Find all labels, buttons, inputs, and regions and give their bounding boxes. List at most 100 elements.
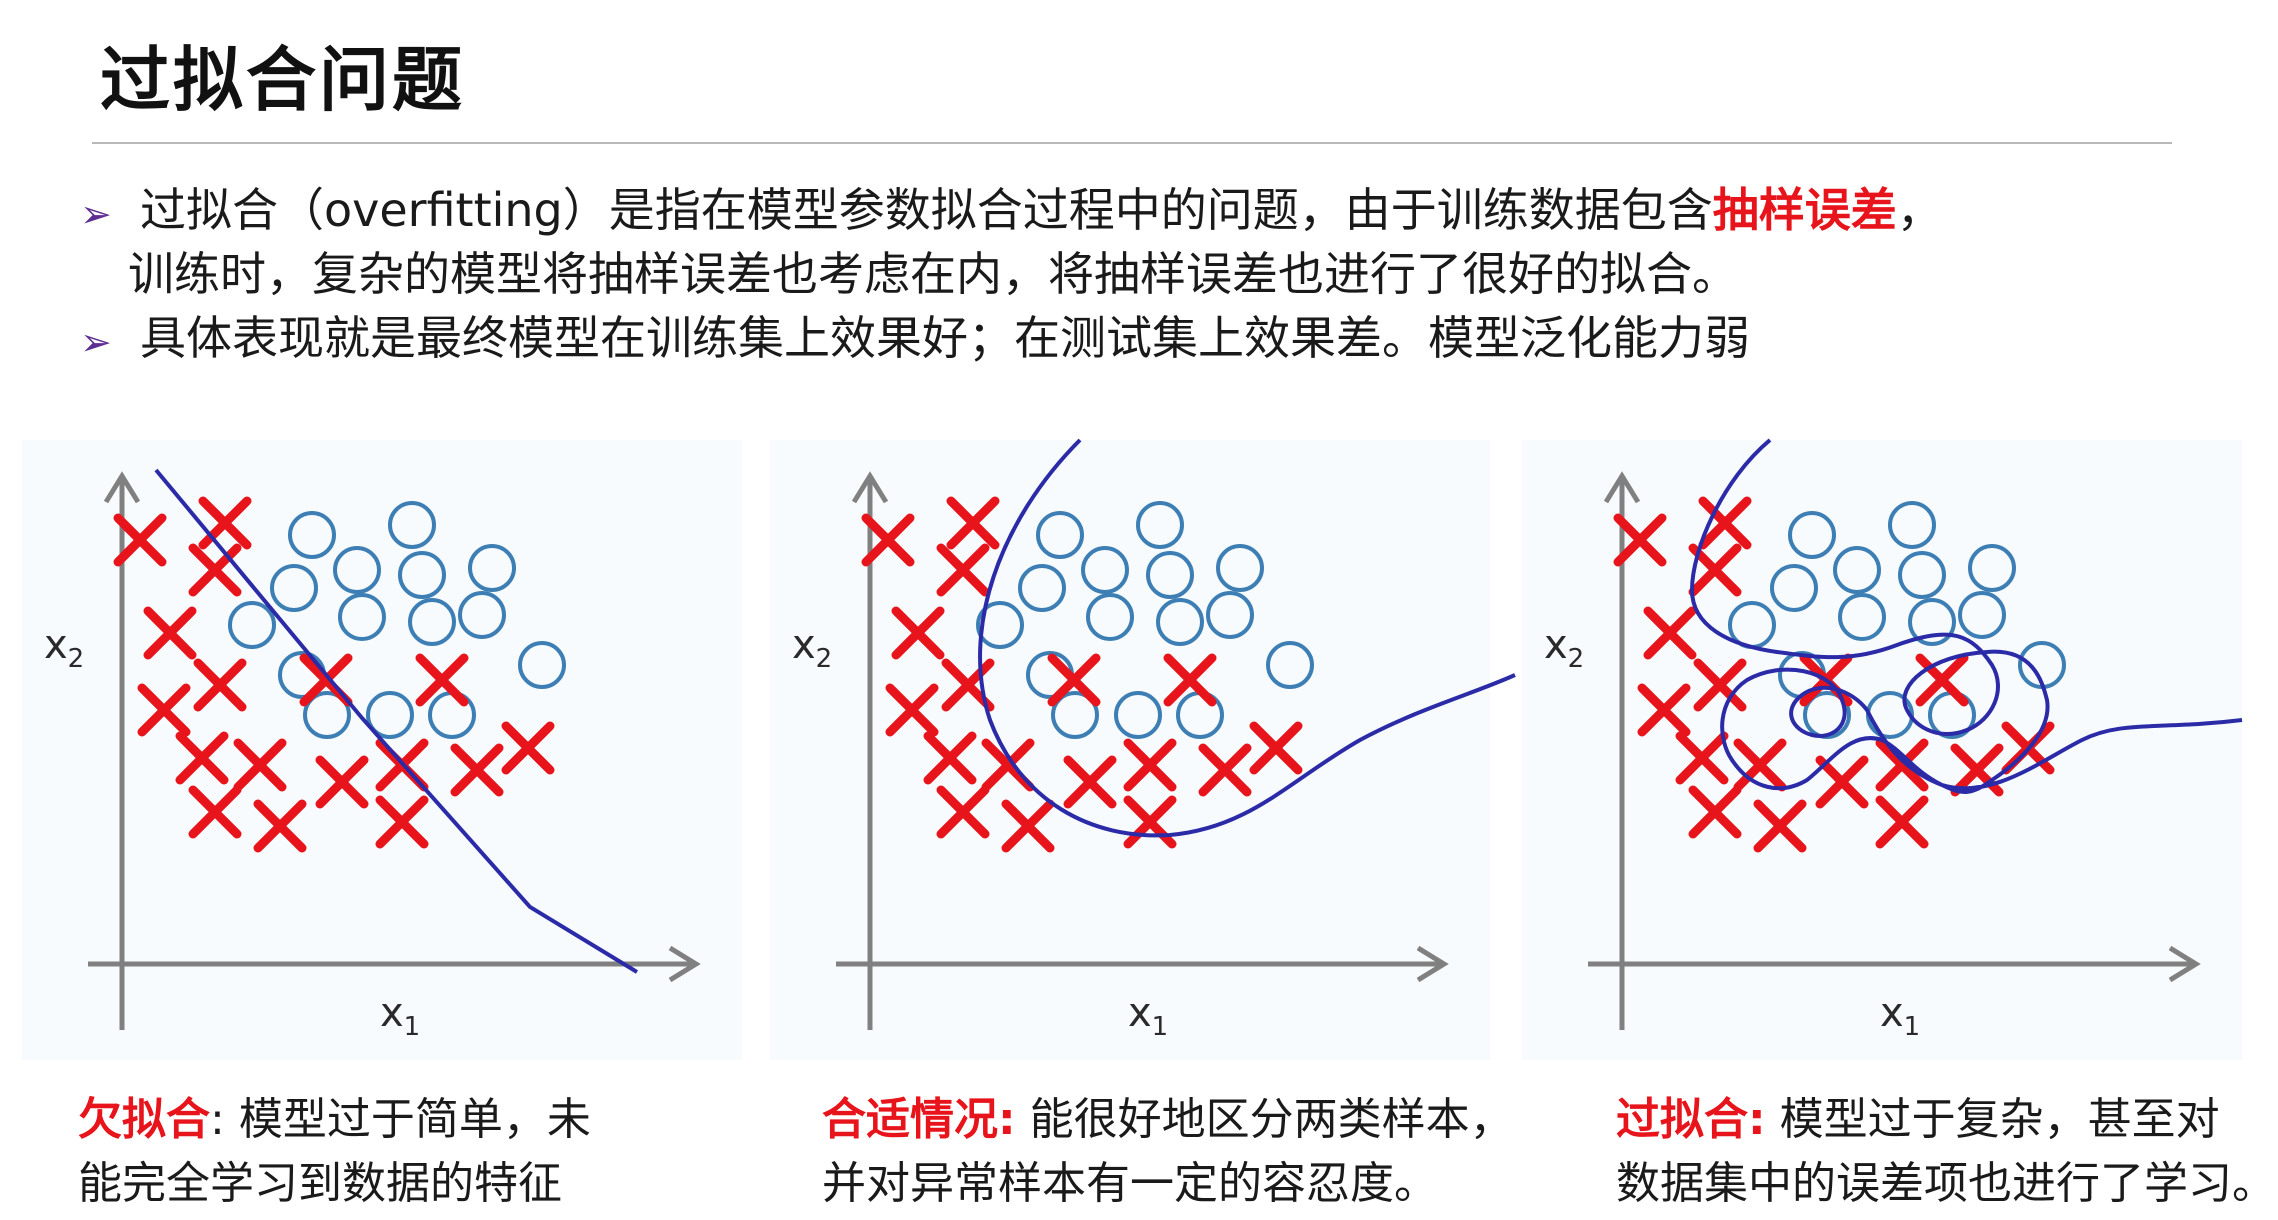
cross-point	[861, 513, 915, 567]
bullet-line-2: 训练时，复杂的模型将抽样误差也考虑在内，将抽样误差也进行了很好的拟合。	[128, 247, 1738, 301]
title-divider	[92, 142, 2172, 144]
cross-point	[885, 683, 939, 737]
caption-line-2: 数据集中的误差项也进行了学习。	[1616, 1158, 2276, 1209]
circle-point	[303, 691, 351, 739]
caption-line: 欠拟合: 模型过于简单，未	[78, 1088, 778, 1152]
page-title: 过拟合问题	[100, 39, 465, 121]
caption-sep: :	[210, 1094, 225, 1145]
circle-point	[1266, 641, 1314, 689]
cross-point	[193, 658, 247, 712]
caption-line-2: 能完全学习到数据的特征	[78, 1158, 562, 1209]
axes	[88, 471, 701, 1030]
bullet-arrow-icon: ➢	[80, 192, 112, 236]
circle-point	[1206, 591, 1254, 639]
circle-points	[228, 501, 566, 739]
cross-point	[1063, 755, 1117, 809]
overfit-diagram: x2 x1	[1522, 438, 2243, 1060]
cross-point	[1123, 795, 1177, 849]
circle-point	[1136, 501, 1184, 549]
y-axis-label: x2	[792, 622, 833, 674]
underfit-caption: 欠拟合: 模型过于简单，未 能完全学习到数据的特征	[78, 1088, 778, 1216]
caption-text: 模型过于复杂，甚至对	[1765, 1094, 2220, 1145]
cross-point	[198, 496, 252, 550]
circle-point	[1018, 564, 1066, 612]
circle-point	[1838, 593, 1886, 641]
cross-point	[1693, 658, 1747, 712]
x-axis-label: x1	[1128, 990, 1169, 1042]
x-axis-label: x1	[380, 990, 421, 1042]
circle-point	[1908, 598, 1956, 646]
cross-points	[1613, 496, 2055, 853]
bullet-item: ➢ 过拟合（overfitting）是指在模型参数拟合过程中的问题，由于训练数据…	[70, 178, 2220, 306]
cross-points	[861, 496, 1303, 853]
bullet-item: ➢ 具体表现就是最终模型在训练集上效果好；在测试集上效果差。模型泛化能力弱	[70, 306, 2220, 370]
caption-line: 合适情况: 能很好地区分两类样本，	[822, 1088, 1522, 1152]
cross-point	[1753, 799, 1807, 853]
cross-point	[1733, 738, 1787, 792]
cross-point	[1613, 513, 1667, 567]
circle-point	[288, 511, 336, 559]
cross-point	[137, 683, 191, 737]
bullet-emphasis: 抽样误差	[1712, 183, 1897, 237]
bullet-text: 具体表现就是最终模型在训练集上效果好；在测试集上效果差。模型泛化能力弱	[140, 311, 1750, 365]
decision-boundary	[978, 438, 1516, 838]
circle-point	[228, 601, 276, 649]
goodfit-plot	[836, 438, 1516, 1030]
circle-point	[1788, 511, 1836, 559]
goodfit-diagram: x2 x1	[770, 438, 1516, 1060]
cross-point	[936, 543, 990, 597]
cross-points	[113, 496, 555, 853]
overfit-caption: 过拟合: 模型过于复杂，甚至对 数据集中的误差项也进行了学习。	[1616, 1088, 2276, 1216]
cross-point	[450, 743, 504, 797]
circle-point	[388, 501, 436, 549]
cross-point	[1698, 496, 1752, 550]
decision-boundary	[154, 468, 639, 974]
caption-text: 能很好地区分两类样本，	[1015, 1094, 1514, 1145]
cross-point	[175, 731, 229, 785]
circle-point	[1958, 591, 2006, 639]
circle-point	[1888, 501, 1936, 549]
overfit-plot	[1588, 438, 2243, 1030]
bullet-text-suffix: ，	[1896, 183, 1943, 237]
cross-point	[1688, 785, 1742, 839]
caption-label: 欠拟合	[78, 1094, 210, 1145]
x-axis-label: x1	[1880, 990, 1921, 1042]
caption-text: 模型过于简单，未	[224, 1094, 591, 1145]
cross-point	[1875, 795, 1929, 849]
cross-point	[143, 606, 197, 660]
axes	[1588, 471, 2201, 1030]
cross-point	[1915, 653, 1969, 707]
cross-point	[1875, 738, 1929, 792]
circle-point	[1114, 691, 1162, 739]
cross-point	[188, 785, 242, 839]
circle-point	[976, 601, 1024, 649]
bullet-line: 过拟合（overfitting）是指在模型参数拟合过程中的问题，由于训练数据包含…	[140, 178, 2220, 242]
circle-point	[518, 641, 566, 689]
cross-point	[315, 755, 369, 809]
circle-point	[1968, 544, 2016, 592]
cross-point	[1688, 543, 1742, 597]
cross-point	[113, 513, 167, 567]
cross-point	[1198, 743, 1252, 797]
circle-points	[976, 501, 1314, 739]
cross-point	[1637, 683, 1691, 737]
circle-point	[398, 551, 446, 599]
cross-point	[501, 721, 555, 775]
cross-point	[981, 738, 1035, 792]
circle-point	[1156, 598, 1204, 646]
cross-point	[253, 799, 307, 853]
circle-points	[1728, 501, 2066, 739]
cross-point	[1643, 606, 1697, 660]
circle-point	[1146, 551, 1194, 599]
underfit-plot	[88, 468, 701, 1030]
cross-point	[1123, 738, 1177, 792]
circle-point	[338, 593, 386, 641]
cross-point	[936, 785, 990, 839]
caption-line-2: 并对异常样本有一定的容忍度。	[822, 1158, 1438, 1209]
goodfit-caption: 合适情况: 能很好地区分两类样本， 并对异常样本有一定的容忍度。	[822, 1088, 1522, 1216]
cross-point	[1815, 755, 1869, 809]
circle-point	[1770, 564, 1818, 612]
underfit-diagram: x2 x1	[22, 440, 742, 1060]
cross-point	[946, 496, 1000, 550]
y-axis-label: x2	[1544, 622, 1585, 674]
